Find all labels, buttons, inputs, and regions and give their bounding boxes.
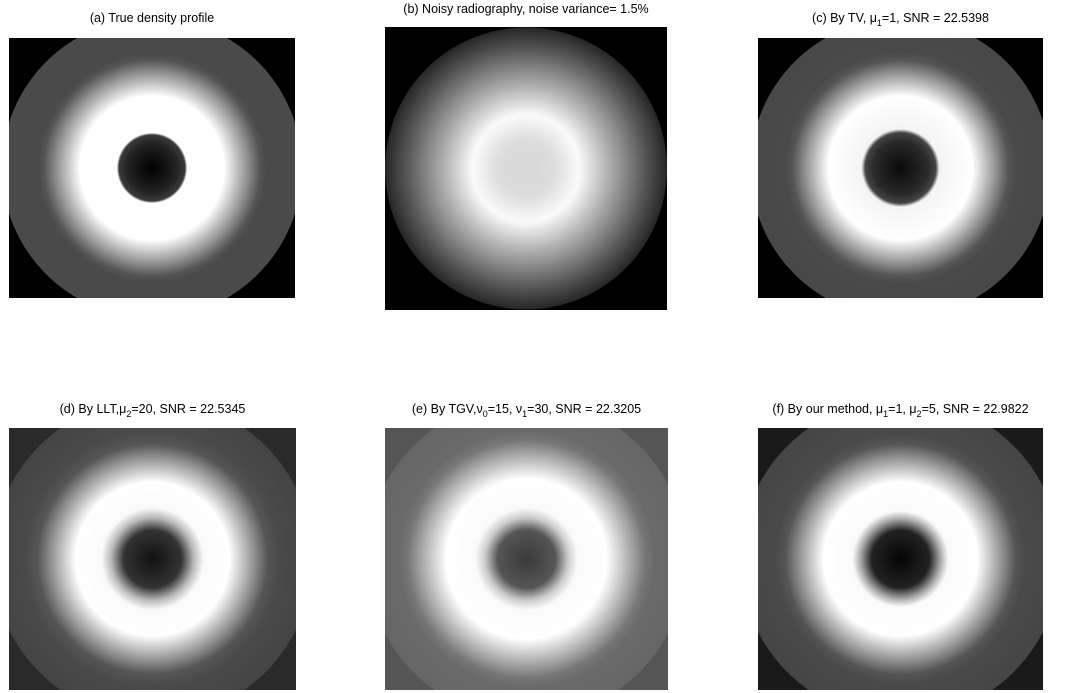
title-text: (a) True density profile bbox=[90, 11, 214, 25]
density-disk bbox=[751, 18, 1051, 318]
title-text: (f) By our method, μ bbox=[772, 402, 883, 416]
panel-image bbox=[385, 27, 667, 310]
title-text: (d) By LLT,μ bbox=[60, 402, 127, 416]
title-text: =5, SNR = 22.9822 bbox=[922, 402, 1029, 416]
panel: (f) By our method, μ1=1, μ2=5, SNR = 22.… bbox=[741, 399, 1061, 693]
title-text: =20, SNR = 22.5345 bbox=[131, 402, 245, 416]
panel: (b) Noisy radiography, noise variance= 1… bbox=[385, 2, 667, 310]
density-disk bbox=[385, 28, 667, 310]
title-text: =15, ν bbox=[488, 402, 522, 416]
title-text: =30, SNR = 22.3205 bbox=[527, 402, 641, 416]
panel: (c) By TV, μ1=1, SNR = 22.5398 bbox=[751, 11, 1051, 318]
title-text: (e) By TGV,ν bbox=[412, 402, 483, 416]
panel-image bbox=[2, 18, 302, 318]
figure: (a) True density profile (b) Noisy radiog… bbox=[0, 0, 1083, 693]
panel-image bbox=[751, 18, 1051, 318]
panel-title: (f) By our method, μ1=1, μ2=5, SNR = 22.… bbox=[772, 402, 1028, 419]
title-text: =1, SNR = 22.5398 bbox=[882, 11, 989, 25]
panel: (d) By LLT,μ2=20, SNR = 22.5345 bbox=[0, 399, 313, 693]
panel-image bbox=[741, 399, 1061, 693]
panel-title: (b) Noisy radiography, noise variance= 1… bbox=[403, 2, 648, 16]
panel: (a) True density profile bbox=[2, 11, 302, 318]
panel-title: (d) By LLT,μ2=20, SNR = 22.5345 bbox=[60, 402, 246, 419]
panel-image bbox=[0, 399, 313, 693]
title-text: =1, μ bbox=[888, 402, 916, 416]
panel-title: (a) True density profile bbox=[90, 11, 214, 25]
title-text: (b) Noisy radiography, noise variance= 1… bbox=[403, 2, 648, 16]
density-disk bbox=[2, 18, 302, 318]
panel-title: (c) By TV, μ1=1, SNR = 22.5398 bbox=[812, 11, 989, 28]
panel-title: (e) By TGV,ν0=15, ν1=30, SNR = 22.3205 bbox=[412, 402, 641, 419]
panel: (e) By TGV,ν0=15, ν1=30, SNR = 22.3205 bbox=[367, 399, 687, 693]
title-text: (c) By TV, μ bbox=[812, 11, 877, 25]
panel-image bbox=[367, 399, 687, 693]
